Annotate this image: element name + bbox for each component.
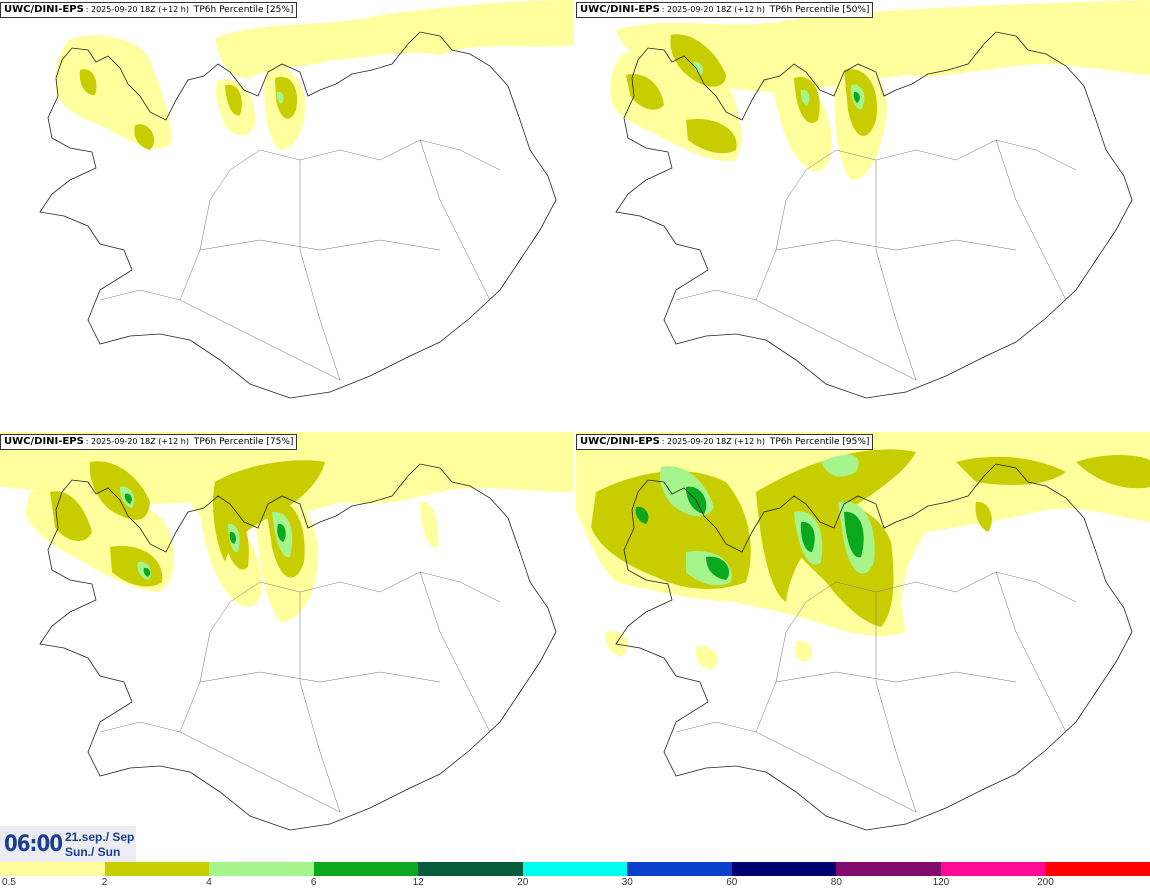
colorbar-tick-label: 80 <box>830 877 842 888</box>
model-name: UWC/DINI-EPS <box>4 4 84 15</box>
colorbar-segment <box>627 862 732 876</box>
colorbar-tick-label: 60 <box>726 877 738 888</box>
colorbar-tick-label: 200 <box>1037 877 1054 888</box>
iceland-outline <box>615 31 1133 399</box>
colorbar-segment <box>940 862 1046 876</box>
colorbar-tick-label: 12 <box>412 877 424 888</box>
percentile-label: [75%] <box>266 437 294 447</box>
run-time: : 2025-09-20 18Z (+12 h) <box>661 437 765 446</box>
model-name: UWC/DINI-EPS <box>4 436 84 447</box>
field-name: TP6h Percentile <box>193 5 264 15</box>
model-name: UWC/DINI-EPS <box>580 4 660 15</box>
colorbar-tick-label: 2 <box>101 877 108 888</box>
colorbar-segment <box>209 862 314 876</box>
field-name: TP6h Percentile <box>769 437 840 447</box>
map-panel-p75: UWC/DINI-EPS: 2025-09-20 18Z (+12 h) TP6… <box>0 432 574 862</box>
colorbar-segment <box>1045 862 1150 876</box>
run-time: : 2025-09-20 18Z (+12 h) <box>85 437 189 446</box>
colorbar-segment <box>836 862 941 876</box>
precip-map <box>39 0 574 399</box>
road-network <box>99 571 501 813</box>
valid-time-box: 06:00 21.sep./ Sep Sun./ Sun <box>0 826 136 862</box>
colorbar-tick-label: 0.5 <box>2 877 16 888</box>
precip-layer <box>610 0 1150 180</box>
field-name: TP6h Percentile <box>769 5 840 15</box>
valid-date: 21.sep./ Sep <box>65 830 135 844</box>
precip-layer <box>576 432 1150 670</box>
panel-title: UWC/DINI-EPS: 2025-09-20 18Z (+12 h) TP6… <box>576 2 874 18</box>
field-name: TP6h Percentile <box>193 437 264 447</box>
colorbar-tick-label: 30 <box>621 877 633 888</box>
colorbar-tick-label: 4 <box>206 877 212 888</box>
panel-title: UWC/DINI-EPS: 2025-09-20 18Z (+12 h) TP6… <box>0 434 298 450</box>
panel-title: UWC/DINI-EPS: 2025-09-20 18Z (+12 h) TP6… <box>0 2 298 18</box>
road-network <box>675 139 1077 381</box>
colorbar-segment <box>731 862 837 876</box>
precip-map <box>576 432 1150 831</box>
colorbar-segment <box>313 862 419 876</box>
iceland-outline <box>39 463 557 831</box>
panel-title: UWC/DINI-EPS: 2025-09-20 18Z (+12 h) TP6… <box>576 434 874 450</box>
iceland-outline <box>615 463 1133 831</box>
map-panel-p95: UWC/DINI-EPS: 2025-09-20 18Z (+12 h) TP6… <box>576 432 1150 862</box>
percentile-label: [25%] <box>266 5 294 15</box>
colorbar-segment <box>104 862 210 876</box>
colorbar-segment <box>0 862 105 876</box>
map-panel-p25: UWC/DINI-EPS: 2025-09-20 18Z (+12 h) TP6… <box>0 0 574 430</box>
map-panel-p50: UWC/DINI-EPS: 2025-09-20 18Z (+12 h) TP6… <box>576 0 1150 430</box>
percentile-label: [50%] <box>842 5 870 15</box>
run-time: : 2025-09-20 18Z (+12 h) <box>661 5 765 14</box>
road-network <box>675 571 1077 813</box>
colorbar-segment <box>418 862 523 876</box>
model-name: UWC/DINI-EPS <box>580 436 660 447</box>
road-network <box>99 139 501 381</box>
precip-colorbar <box>0 862 1150 876</box>
valid-hour: 06:00 <box>4 832 63 857</box>
precip-layer <box>54 0 574 150</box>
colorbar-tick-label: 120 <box>932 877 950 888</box>
colorbar-tick-label: 6 <box>310 877 317 888</box>
precip-layer <box>0 432 574 622</box>
colorbar-ticks: 0.5 2 4 6 12 20 30 60 80 120 200 <box>0 877 1150 891</box>
colorbar-segment <box>522 862 628 876</box>
valid-day: Sun./ Sun <box>65 845 121 859</box>
run-time: : 2025-09-20 18Z (+12 h) <box>85 5 189 14</box>
colorbar-tick-label: 20 <box>517 877 529 888</box>
precip-map <box>610 0 1150 399</box>
percentile-label: [95%] <box>842 437 870 447</box>
iceland-outline <box>39 31 557 399</box>
precip-map <box>0 432 574 831</box>
